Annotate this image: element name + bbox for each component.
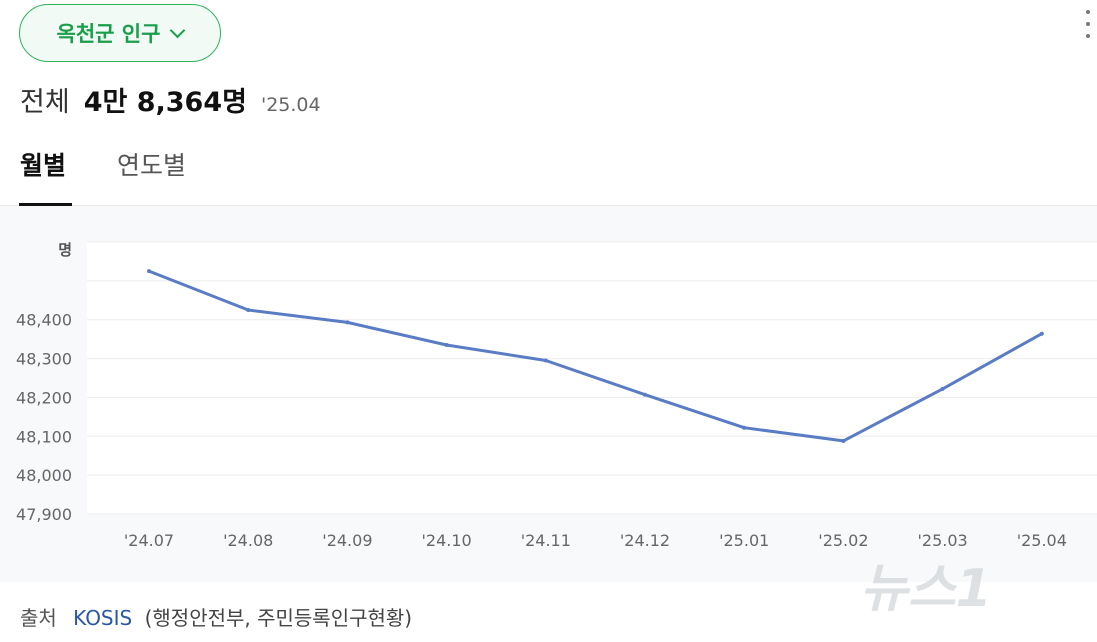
population-summary: 전체 4만 8,364명 '25.04: [20, 80, 321, 118]
population-series-line: [147, 269, 1044, 443]
tab-monthly[interactable]: 월별: [20, 151, 67, 180]
summary-date: '25.04: [260, 94, 321, 116]
y-tick-label: 48,400: [16, 311, 72, 330]
active-tab-indicator: [19, 203, 72, 206]
period-tabs: 월별 연도별: [0, 140, 1097, 206]
x-tick-label: '24.09: [322, 531, 372, 550]
data-point: [643, 392, 647, 397]
data-point: [246, 308, 251, 312]
data-point: [841, 438, 846, 443]
news1-watermark: 뉴스1: [860, 559, 992, 619]
tab-yearly[interactable]: 연도별: [117, 151, 187, 180]
y-tick-label: 48,000: [16, 466, 72, 485]
region-selector-label: 옥천군 인구: [56, 22, 161, 46]
summary-value: 4만 8,364명: [83, 87, 247, 118]
x-tick-label: '25.01: [719, 531, 769, 550]
data-point: [1039, 331, 1044, 336]
data-point: [345, 320, 350, 325]
source-label: 출처: [20, 606, 57, 630]
y-tick-label: 48,200: [16, 388, 72, 407]
x-tick-label: '25.04: [1017, 531, 1067, 550]
x-tick-label: '24.11: [521, 531, 571, 550]
y-axis-unit-label: 명: [58, 241, 72, 259]
source-link[interactable]: KOSIS: [73, 606, 133, 630]
y-tick-label: 48,100: [16, 427, 72, 446]
x-tick-label: '24.07: [124, 531, 174, 550]
x-tick-label: '25.03: [917, 531, 967, 550]
more-options-icon[interactable]: [1080, 10, 1096, 38]
data-point: [444, 342, 449, 347]
data-point: [147, 269, 151, 274]
x-tick-label: '24.12: [620, 531, 670, 550]
y-tick-label: 48,300: [16, 350, 72, 369]
summary-label: 전체: [20, 87, 70, 118]
source-credit: 출처 KOSIS (행정안전부, 주민등록인구현황): [20, 602, 412, 631]
x-tick-label: '24.10: [421, 531, 471, 550]
data-point: [940, 386, 945, 391]
chevron-down-icon: [170, 22, 186, 38]
y-tick-label: 47,900: [16, 505, 72, 524]
source-detail: (행정안전부, 주민등록인구현황): [144, 606, 413, 630]
population-line-chart: 47,900 48,000 48,100 48,200 48,300 48,400 명 '24…: [16, 241, 1097, 550]
x-tick-label: '25.02: [818, 531, 868, 550]
data-point: [742, 425, 747, 430]
region-selector-button[interactable]: 옥천군 인구: [19, 4, 221, 62]
x-tick-label: '24.08: [223, 531, 273, 550]
data-point: [543, 358, 548, 363]
